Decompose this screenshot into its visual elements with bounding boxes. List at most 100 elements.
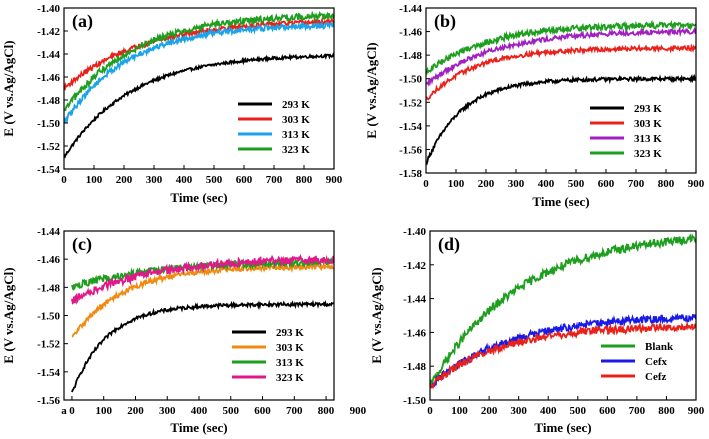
x-tick-label: 200 [481, 405, 498, 417]
x-tick-label: 800 [296, 174, 313, 186]
x-tick-label: 900 [326, 174, 343, 186]
y-axis-label: E (V vs.Ag/AgCl) [1, 267, 16, 363]
series-line-293-k [64, 52, 334, 159]
y-tick-label: -1.44 [37, 226, 60, 238]
x-tick-label: 300 [510, 405, 527, 417]
chart-panel-1: 0 100 200 300 400 500 600 700 800 900 -1.54 -1.52 -1… [1, 3, 343, 205]
series-line-303-k [71, 261, 334, 338]
x-tick-label: 100 [95, 405, 112, 417]
legend-entry-label: Cefz [645, 371, 666, 383]
y-tick-label: -1.48 [37, 95, 60, 107]
legend-entry-label: 303 K [282, 114, 310, 126]
x-tick-label: 300 [159, 405, 176, 417]
y-tick-label: -1.52 [399, 97, 422, 109]
y-tick-label: -1.44 [37, 49, 60, 61]
chart-panel-3: a 0 100 200 300 400 500 600 700 800 900 -1.56 -1.54 -… [1, 226, 367, 435]
legend-entry-label: 293 K [634, 103, 662, 115]
y-tick-label: -1.52 [37, 339, 60, 351]
legend: 293 K 303 K 313 K 323 K [238, 99, 310, 156]
x-tick-label: 100 [448, 178, 465, 190]
chart-panel-2: 0 100 200 300 400 500 600 700 800 900 -1.58 -1.56 -1… [364, 3, 705, 209]
x-tick-label: 500 [568, 178, 585, 190]
series-line-323-k [426, 19, 696, 76]
x-tick-label: 400 [191, 405, 208, 417]
x-tick-label: 400 [176, 174, 193, 186]
x-tick-label: 500 [570, 405, 587, 417]
y-tick-label: -1.40 [403, 226, 426, 238]
legend-entry-label: 303 K [276, 342, 304, 354]
y-tick-label: -1.50 [403, 395, 426, 407]
series-line-303-k [426, 43, 696, 101]
plot-frame [429, 230, 697, 401]
x-tick-label: 600 [599, 405, 616, 417]
y-tick-label: -1.42 [403, 260, 426, 272]
y-tick-label: -1.52 [37, 141, 60, 153]
legend-entry-label: 323 K [634, 148, 662, 160]
x-tick-label: 700 [266, 174, 283, 186]
y-tick-label: -1.44 [399, 3, 422, 15]
legend-entry-label: 323 K [282, 144, 310, 156]
y-tick-label: -1.56 [399, 144, 422, 156]
x-tick-label: 0 [61, 174, 67, 186]
x-axis-label: Time (sec) [532, 194, 589, 209]
x-axis-label: Time (sec) [170, 420, 227, 435]
y-tick-label: -1.46 [37, 72, 60, 84]
y-tick-label: -1.50 [37, 311, 60, 323]
y-tick-label: -1.56 [37, 395, 60, 407]
series-line-313-k [64, 20, 334, 124]
legend-entry-label: 303 K [634, 118, 662, 130]
panel-label: (d) [438, 234, 460, 255]
plot-frame [63, 7, 335, 170]
x-axis-label: Time (sec) [534, 420, 591, 435]
series-line-293-k [71, 299, 334, 393]
chart-panel-4: 0 100 200 300 400 500 600 700 800 900 -1.50 -1.48 -1… [369, 226, 705, 435]
panel-label: (c) [72, 234, 92, 255]
y-tick-label: -1.54 [37, 164, 60, 176]
y-tick-label: -1.48 [399, 50, 422, 62]
y-axis-label: E (V vs.Ag/AgCl) [369, 267, 384, 363]
x-tick-label: 600 [254, 405, 271, 417]
legend-entry-label: Blank [645, 341, 674, 353]
legend: Blank Cefx Cefz [601, 341, 674, 383]
y-axis-label: E (V vs.Ag/AgCl) [364, 42, 379, 138]
x-tick-label: 700 [628, 178, 645, 190]
legend-entry-label: 323 K [276, 372, 304, 384]
x-tick-label: 0 [427, 405, 433, 417]
x-tick-label: 0 [69, 405, 75, 417]
series-line-blank [430, 233, 696, 387]
x-tick-label: 100 [86, 174, 103, 186]
x-tick-label: 200 [116, 174, 133, 186]
legend: 293 K 303 K 313 K 323 K [232, 327, 304, 384]
legend-entry-label: Cefx [645, 356, 667, 368]
x-tick-label: 900 [688, 178, 705, 190]
x-tick-label: 700 [286, 405, 303, 417]
x-tick-label: 400 [540, 405, 557, 417]
y-tick-label: -1.46 [399, 27, 422, 39]
x-tick-label: 200 [478, 178, 495, 190]
x-tick-label: 500 [206, 174, 223, 186]
legend-entry-label: 313 K [276, 357, 304, 369]
legend-entry-label: 313 K [282, 129, 310, 141]
x-tick-label: 100 [451, 405, 468, 417]
x-tick-label: 600 [236, 174, 253, 186]
panel-label: (b) [434, 11, 456, 32]
x-tick-label: 0 [423, 178, 429, 190]
legend-entry-label: 313 K [634, 133, 662, 145]
series-line-323-k [71, 253, 334, 305]
x-tick-label: 800 [318, 405, 335, 417]
x-tick-label: 500 [223, 405, 240, 417]
series-line-cefz [430, 320, 696, 390]
panel-label: (a) [72, 11, 93, 32]
y-tick-label: -1.44 [403, 294, 426, 306]
x-tick-label: 900 [350, 405, 367, 417]
y-tick-label: -1.54 [399, 121, 422, 133]
y-tick-label: -1.54 [37, 367, 60, 379]
legend-entry-label: 293 K [276, 327, 304, 339]
x-tick-label: 200 [127, 405, 144, 417]
x-tick-label: 800 [658, 178, 675, 190]
y-tick-label: -1.48 [403, 361, 426, 373]
x-axis-label: Time (sec) [170, 190, 227, 205]
y-tick-label: -1.58 [399, 168, 422, 180]
series-line-323-k [64, 10, 334, 112]
